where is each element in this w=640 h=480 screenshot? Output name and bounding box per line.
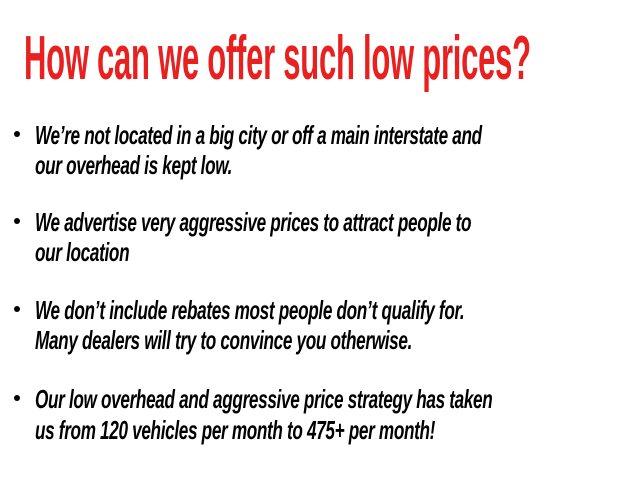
bullet-text-line: We advertise very aggressive prices to a… <box>35 207 472 237</box>
bullet-text-line: Our low overhead and aggressive price st… <box>35 384 493 414</box>
bullet-text-line: our location <box>35 237 130 267</box>
bullet-dot-icon <box>14 131 20 137</box>
bullet-text-line: Many dealers will try to convince you ot… <box>35 325 413 355</box>
slide-title: How can we offer such low prices? <box>24 24 531 93</box>
bullet-text-line: us from 120 vehicles per month to 475+ p… <box>35 415 436 445</box>
bullet-text-line: We’re not located in a big city or off a… <box>35 120 482 150</box>
bullet-dot-icon <box>14 395 20 401</box>
bullet-text-line: our overhead is kept low. <box>35 150 233 180</box>
bullet-dot-icon <box>14 306 20 312</box>
bullet-dot-icon <box>14 218 20 224</box>
bullet-text-line: We don’t include rebates most people don… <box>35 295 465 325</box>
